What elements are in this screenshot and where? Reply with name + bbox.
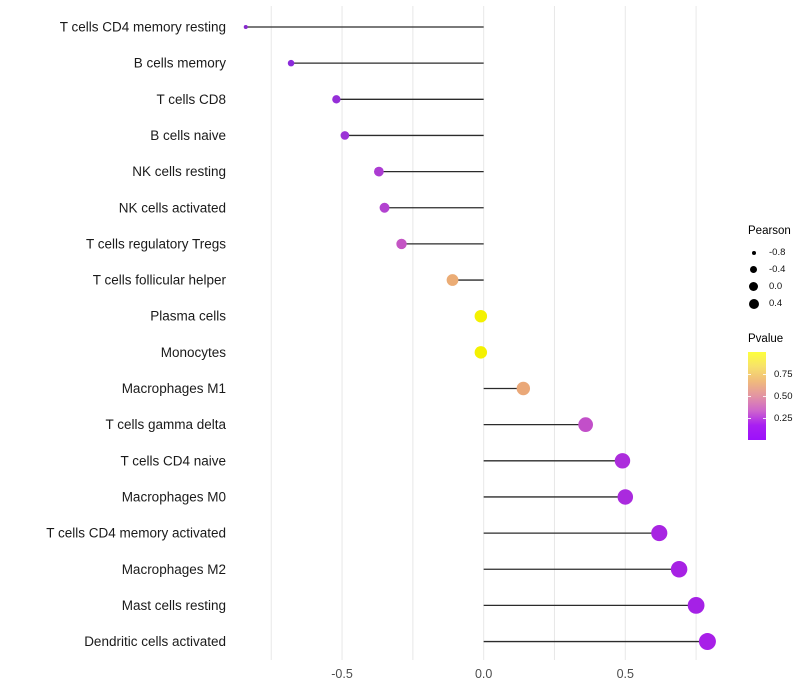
dot xyxy=(373,166,384,177)
category-label: T cells CD4 naive xyxy=(120,453,226,468)
row-macrophages-m1: Macrophages M1 xyxy=(122,381,531,396)
size-dot-icon xyxy=(745,282,762,291)
row-t-cells-gamma-delta: T cells gamma delta xyxy=(105,417,594,433)
dot xyxy=(287,59,295,67)
size-dot xyxy=(749,282,758,291)
dot xyxy=(687,597,705,614)
legend-pearson-entries: -0.8 -0.4 0.0 0.4 xyxy=(745,244,791,312)
category-label: T cells gamma delta xyxy=(105,417,226,432)
row-t-cells-cd4-memory-resting: T cells CD4 memory resting xyxy=(60,20,484,35)
category-label: Macrophages M0 xyxy=(122,489,226,504)
colorbar-tick-label: 0.25 xyxy=(774,413,793,424)
size-dot-icon xyxy=(745,298,762,309)
colorbar-tick-mark xyxy=(748,374,751,375)
category-label: Macrophages M2 xyxy=(122,562,226,577)
colorbar-tick-label: 0.75 xyxy=(774,369,793,380)
colorbar-tick-mark xyxy=(763,396,766,397)
legend-pvalue-title: Pvalue xyxy=(748,333,784,345)
dot xyxy=(379,202,390,213)
dot xyxy=(670,561,688,578)
size-dot-icon xyxy=(745,250,762,255)
category-label: Monocytes xyxy=(161,345,227,360)
colorbar-tick-mark xyxy=(748,396,751,397)
legend-pearson-title: Pearson xyxy=(748,225,791,237)
category-label: B cells naive xyxy=(150,128,226,143)
row-t-cells-cd4-memory-activated: T cells CD4 memory activated xyxy=(46,525,668,542)
dot xyxy=(446,274,459,286)
category-label: T cells follicular helper xyxy=(93,273,227,288)
dot xyxy=(332,95,341,104)
legend-pearson-entry: 0.4 xyxy=(745,295,791,312)
row-macrophages-m0: Macrophages M0 xyxy=(122,489,634,505)
category-label: Dendritic cells activated xyxy=(84,634,226,649)
legend-pvalue: Pvalue 0.75 0.50 0.25 xyxy=(745,333,793,440)
legend-pearson-entry-label: -0.4 xyxy=(769,264,786,275)
row-dendritic-cells-activated: Dendritic cells activated xyxy=(84,633,716,651)
dot xyxy=(243,25,248,29)
category-label: NK cells resting xyxy=(132,164,226,179)
category-label: T cells CD4 memory resting xyxy=(60,20,226,35)
legend-pearson-entry-label: -0.8 xyxy=(769,247,786,258)
dot xyxy=(617,489,634,505)
row-b-cells-naive: B cells naive xyxy=(150,128,484,143)
colorbar-tick-label: 0.50 xyxy=(774,391,793,402)
size-dot xyxy=(750,266,757,273)
row-monocytes: Monocytes xyxy=(161,345,488,360)
row-t-cells-follicular-helper: T cells follicular helper xyxy=(93,273,484,288)
dot xyxy=(614,453,631,469)
legend-pearson-entry: 0.0 xyxy=(745,278,791,295)
dot xyxy=(578,417,594,433)
dot xyxy=(340,131,350,140)
category-label: Mast cells resting xyxy=(122,598,226,613)
legend-pearson-entry-label: 0.4 xyxy=(769,298,783,309)
size-dot xyxy=(748,298,759,309)
row-nk-cells-activated: NK cells activated xyxy=(119,200,484,215)
row-b-cells-memory: B cells memory xyxy=(134,56,484,71)
row-t-cells-cd4-naive: T cells CD4 naive xyxy=(120,453,631,469)
pvalue-colorbar xyxy=(748,352,766,440)
row-plasma-cells: Plasma cells xyxy=(150,309,488,324)
dot xyxy=(651,525,668,542)
category-label: T cells regulatory Tregs xyxy=(86,236,226,251)
row-t-cells-regulatory-tregs: T cells regulatory Tregs xyxy=(86,236,484,251)
row-t-cells-cd8: T cells CD8 xyxy=(156,92,484,107)
dot xyxy=(474,346,488,359)
category-label: T cells CD8 xyxy=(156,92,226,107)
row-mast-cells-resting: Mast cells resting xyxy=(122,597,705,614)
size-dot xyxy=(751,250,756,255)
x-tick-label: 0.5 xyxy=(617,667,634,681)
legend-pearson-entry-label: 0.0 xyxy=(769,281,783,292)
dot xyxy=(474,309,488,323)
dot xyxy=(698,633,716,651)
row-macrophages-m2: Macrophages M2 xyxy=(122,561,688,578)
category-label: B cells memory xyxy=(134,56,227,71)
category-label: T cells CD4 memory activated xyxy=(46,526,226,541)
category-label: NK cells activated xyxy=(119,200,226,215)
x-tick-label: 0.0 xyxy=(475,667,492,681)
colorbar-tick-mark xyxy=(763,374,766,375)
legend-pearson-entry: -0.8 xyxy=(745,244,791,261)
dot xyxy=(516,381,531,396)
category-label: Plasma cells xyxy=(150,309,226,324)
dot xyxy=(396,238,407,250)
legend-pearson-entry: -0.4 xyxy=(745,261,791,278)
row-nk-cells-resting: NK cells resting xyxy=(132,164,484,179)
x-tick-label: -0.5 xyxy=(331,667,353,681)
pvalue-colorbar-wrap: 0.75 0.50 0.25 xyxy=(748,352,793,440)
category-label: Macrophages M1 xyxy=(122,381,226,396)
legend-pearson: Pearson -0.8 -0.4 0.0 0.4 xyxy=(745,225,791,312)
colorbar-tick-mark xyxy=(748,418,751,419)
colorbar-tick-mark xyxy=(763,418,766,419)
size-dot-icon xyxy=(745,266,762,273)
